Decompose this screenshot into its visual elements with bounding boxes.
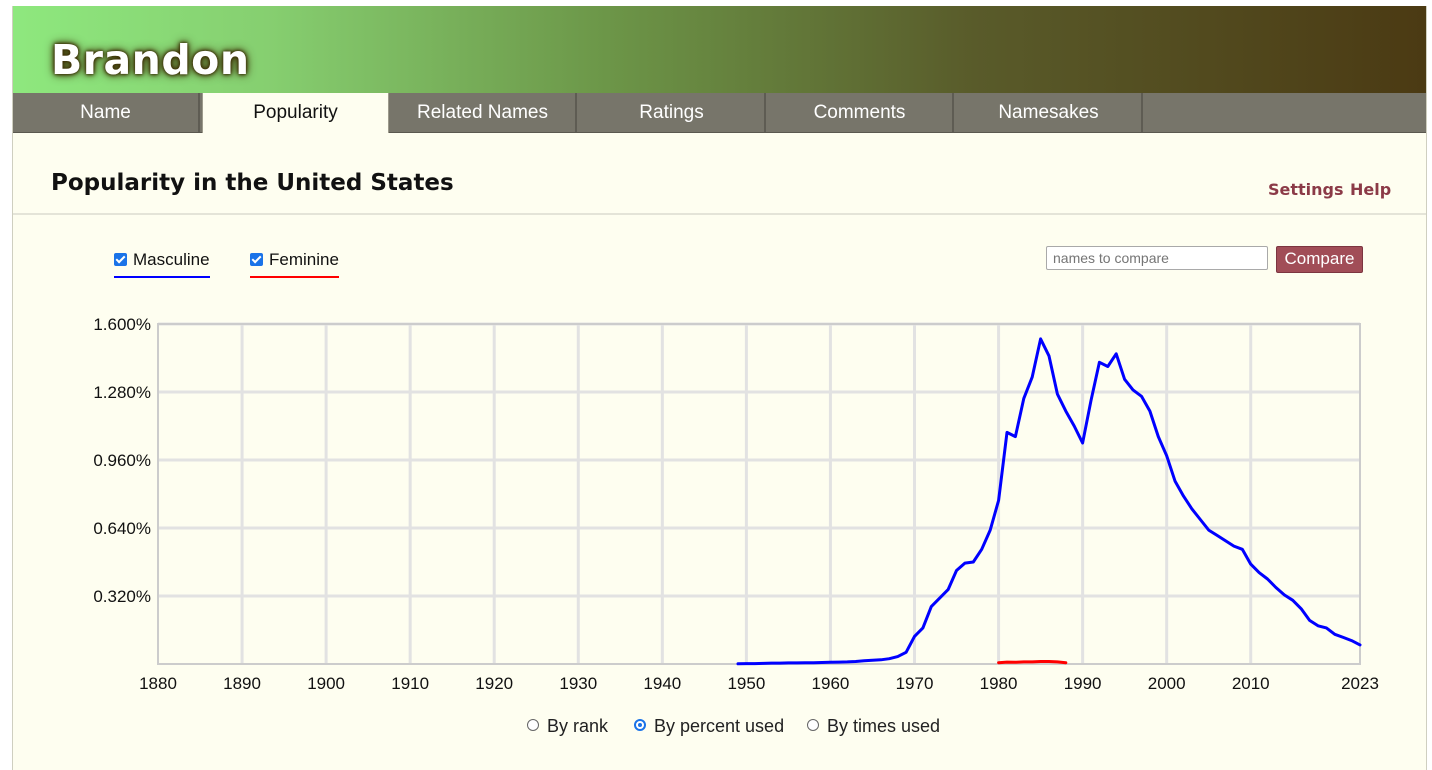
radio-on-icon[interactable] bbox=[634, 719, 646, 731]
x-tick-label: 2010 bbox=[1232, 674, 1270, 693]
x-tick-label: 1940 bbox=[643, 674, 681, 693]
y-tick-label: 1.600% bbox=[93, 315, 151, 334]
x-tick-label: 1900 bbox=[307, 674, 345, 693]
x-tick-label: 2000 bbox=[1148, 674, 1186, 693]
x-tick-label: 1970 bbox=[896, 674, 934, 693]
tab-ratings[interactable]: Ratings bbox=[579, 93, 766, 132]
y-tick-label: 1.280% bbox=[93, 383, 151, 402]
y-tick-label: 0.960% bbox=[93, 451, 151, 470]
x-axis: 1880 1890 1900 1910 1920 1930 1940 1950 1960 1970… bbox=[139, 674, 1379, 693]
y-tick-label: 0.320% bbox=[93, 587, 151, 606]
chart-series bbox=[736, 337, 1362, 666]
settings-link[interactable]: Settings bbox=[1268, 180, 1344, 199]
tab-comments[interactable]: Comments bbox=[767, 93, 954, 132]
series-line-masculine bbox=[736, 337, 1362, 666]
radio-by-rank[interactable]: By rank bbox=[527, 716, 608, 737]
masculine-label: Masculine bbox=[133, 250, 210, 269]
x-tick-label: 1960 bbox=[812, 674, 850, 693]
masculine-underline bbox=[114, 276, 210, 278]
radio-by-times-label: By times used bbox=[827, 716, 941, 736]
compare-button[interactable]: Compare bbox=[1276, 246, 1363, 273]
x-tick-label: 1890 bbox=[223, 674, 261, 693]
x-tick-label: 1880 bbox=[139, 674, 177, 693]
y-tick-label: 0.640% bbox=[93, 519, 151, 538]
chart-grid bbox=[158, 322, 1360, 664]
feminine-checkbox[interactable]: Feminine bbox=[250, 250, 339, 278]
radio-off-icon[interactable] bbox=[807, 719, 819, 731]
feminine-underline bbox=[250, 276, 339, 278]
masculine-checkbox[interactable]: Masculine bbox=[114, 250, 210, 278]
x-tick-label: 2023 bbox=[1341, 674, 1379, 693]
x-tick-label: 1920 bbox=[475, 674, 513, 693]
x-tick-label: 1950 bbox=[727, 674, 765, 693]
tab-bar: Name Popularity Related Names Ratings Co… bbox=[13, 93, 1426, 133]
series-line-feminine bbox=[997, 660, 1068, 665]
radio-by-percent-used[interactable]: By percent used bbox=[634, 716, 784, 737]
tab-namesakes[interactable]: Namesakes bbox=[956, 93, 1143, 132]
radio-off-icon[interactable] bbox=[527, 719, 539, 731]
tab-name[interactable]: Name bbox=[13, 93, 200, 132]
help-link[interactable]: Help bbox=[1350, 180, 1392, 199]
tab-popularity[interactable]: Popularity bbox=[202, 93, 389, 133]
y-axis: 1.600% 1.280% 0.960% 0.640% 0.320% bbox=[93, 315, 151, 606]
checkbox-checked-icon[interactable] bbox=[114, 253, 127, 266]
section-divider bbox=[13, 213, 1426, 215]
radio-by-percent-label: By percent used bbox=[654, 716, 785, 736]
tab-related-names[interactable]: Related Names bbox=[390, 93, 577, 132]
name-banner: Brandon bbox=[13, 6, 1426, 93]
name-title: Brandon bbox=[51, 36, 250, 84]
plot-area-border bbox=[157, 323, 1361, 665]
page-frame: Brandon Name Popularity Related Names Ra… bbox=[12, 6, 1427, 770]
section-title: Popularity in the United States bbox=[51, 170, 454, 196]
radio-by-times-used[interactable]: By times used bbox=[807, 716, 940, 737]
x-tick-label: 1990 bbox=[1064, 674, 1102, 693]
x-tick-label: 1910 bbox=[391, 674, 429, 693]
feminine-label: Feminine bbox=[269, 250, 339, 269]
checkbox-checked-icon[interactable] bbox=[250, 253, 263, 266]
x-tick-label: 1980 bbox=[980, 674, 1018, 693]
radio-by-rank-label: By rank bbox=[547, 716, 609, 736]
x-tick-label: 1930 bbox=[559, 674, 597, 693]
compare-names-input[interactable] bbox=[1046, 246, 1268, 270]
